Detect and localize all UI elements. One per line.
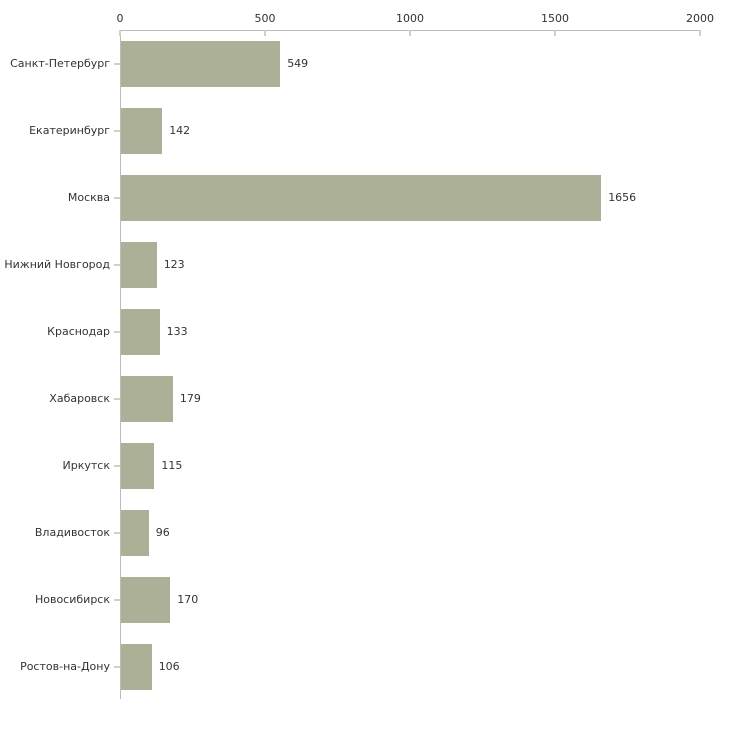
bar	[121, 576, 171, 623]
bar	[121, 174, 602, 221]
category-tick-mark	[114, 598, 120, 601]
x-axis-tick-label: 1000	[396, 12, 424, 25]
value-label: 96	[155, 526, 170, 539]
x-axis-tick-label: 1500	[541, 12, 569, 25]
value-label: 1656	[608, 191, 637, 204]
x-axis-tick-mark	[409, 30, 411, 36]
value-label: 115	[161, 459, 183, 472]
category-label: Екатеринбург	[29, 124, 110, 137]
category-label: Хабаровск	[49, 392, 110, 405]
bar-rows: Санкт-Петербург 549 Екатеринбург 142 Мос…	[0, 30, 730, 700]
category-tick-mark	[114, 531, 120, 534]
bar	[121, 375, 173, 422]
value-label: 170	[177, 593, 199, 606]
category-tick-mark	[114, 62, 120, 65]
category-tick-mark	[114, 196, 120, 199]
bar-row: Краснодар 133	[0, 298, 730, 365]
bar	[121, 40, 281, 87]
category-tick-mark	[114, 665, 120, 668]
bar	[121, 442, 155, 489]
value-label: 142	[169, 124, 191, 137]
category-label: Новосибирск	[34, 593, 110, 606]
x-axis-tick-mark	[554, 30, 556, 36]
category-label: Краснодар	[47, 325, 110, 338]
category-tick-mark	[114, 129, 120, 132]
category-tick-mark	[114, 263, 120, 266]
x-axis-tick-mark	[699, 30, 701, 36]
bar-row: Москва 1656	[0, 164, 730, 231]
x-axis-tick-label: 2000	[686, 12, 714, 25]
category-label: Санкт-Петербург	[10, 57, 110, 70]
bar-row: Иркутск 115	[0, 432, 730, 499]
bar-row: Хабаровск 179	[0, 365, 730, 432]
value-label: 106	[158, 660, 180, 673]
category-label: Нижний Новгород	[4, 258, 110, 271]
bar	[121, 241, 157, 288]
x-axis-tick-label: 0	[116, 12, 124, 25]
category-tick-mark	[114, 464, 120, 467]
bar	[121, 107, 163, 154]
bar-row: Владивосток 96	[0, 499, 730, 566]
value-label: 549	[287, 57, 309, 70]
bar	[121, 643, 152, 690]
bar-row: Ростов-на-Дону 106	[0, 633, 730, 700]
bar-row: Новосибирск 170	[0, 566, 730, 633]
category-label: Владивосток	[34, 526, 110, 539]
value-label: 123	[163, 258, 185, 271]
y-axis-line	[120, 30, 121, 699]
value-label: 179	[179, 392, 201, 405]
category-tick-mark	[114, 397, 120, 400]
bar	[121, 308, 160, 355]
value-label: 133	[166, 325, 188, 338]
category-tick-mark	[114, 330, 120, 333]
x-axis-tick-mark	[119, 30, 121, 36]
category-label: Иркутск	[62, 459, 110, 472]
bar	[121, 509, 149, 556]
category-label: Ростов-на-Дону	[20, 660, 110, 673]
bar-row: Нижний Новгород 123	[0, 231, 730, 298]
x-axis-tick-label: 500	[254, 12, 276, 25]
bar-row: Екатеринбург 142	[0, 97, 730, 164]
category-label: Москва	[67, 191, 110, 204]
x-axis-tick-mark	[264, 30, 266, 36]
bar-row: Санкт-Петербург 549	[0, 30, 730, 97]
